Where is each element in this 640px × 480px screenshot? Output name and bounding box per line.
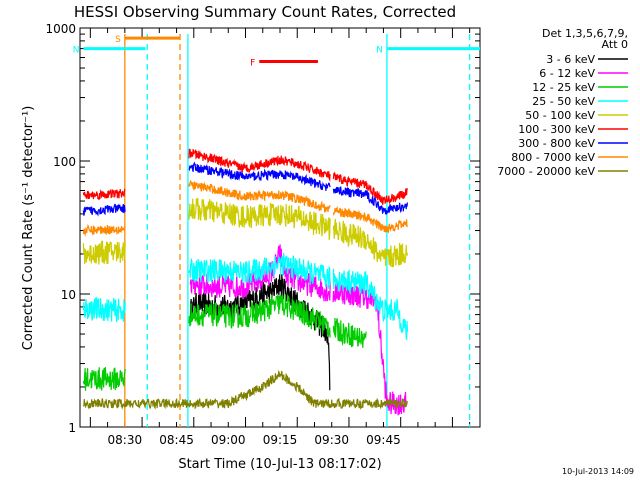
flag-label: S [115, 35, 121, 45]
series-line [188, 180, 331, 213]
legend-header: Att 0 [602, 38, 628, 51]
series-100-300-keV [82, 148, 408, 205]
legend-header: Det 1,3,5,6,7,9, [542, 27, 628, 40]
series-12-25-keV [82, 294, 367, 391]
legend-entry-label: 50 - 100 keV [525, 109, 595, 122]
series-line [82, 203, 126, 217]
series-line [188, 294, 331, 338]
legend-entry-label: 3 - 6 keV [546, 53, 595, 66]
series-line [82, 224, 126, 237]
y-tick-label: 1 [68, 421, 76, 435]
series-line [332, 280, 408, 416]
flag-label: N [73, 46, 80, 56]
timestamp: 10-Jul-2013 14:09 [562, 467, 634, 476]
x-tick-label: 09:45 [366, 433, 401, 447]
series-300-800-keV [82, 161, 408, 217]
y-tick-label: 100 [53, 155, 76, 169]
flag-label: N [376, 46, 383, 56]
series-line [332, 206, 408, 234]
flag-label: F [250, 58, 255, 68]
legend-entry-label: 800 - 7000 keV [511, 151, 595, 164]
mode-change-lines [124, 34, 471, 427]
series-line [332, 171, 408, 205]
series-line [82, 367, 126, 391]
series-50-100-keV [82, 198, 408, 268]
legend-entry-label: 12 - 25 keV [532, 81, 595, 94]
plot-frame [79, 27, 481, 428]
y-axis-label: Corrected Count Rate (s⁻¹ detector⁻¹) [21, 106, 36, 351]
plot-axes [79, 27, 481, 428]
series-25-50-keV [82, 252, 408, 340]
legend-entry-label: 6 - 12 keV [539, 67, 595, 80]
legend-entry-label: 25 - 50 keV [532, 95, 595, 108]
series-line [188, 252, 331, 289]
series-line [188, 148, 331, 182]
series-line [82, 296, 126, 323]
series-800-7000-keV [82, 180, 408, 237]
x-tick-label: 09:30 [314, 433, 349, 447]
series-line [82, 240, 126, 265]
chart-title: HESSI Observing Summary Count Rates, Cor… [74, 3, 456, 21]
legend-entry-label: 300 - 800 keV [518, 137, 595, 150]
series-line [189, 244, 331, 302]
series-line [332, 268, 408, 340]
series-line [332, 317, 367, 348]
x-axis-label: Start Time (10-Jul-13 08:17:02) [178, 457, 381, 472]
series-line [332, 218, 408, 268]
series-7000-20000-keV [82, 369, 408, 410]
y-tick-label: 10 [61, 288, 76, 302]
x-tick-label: 09:15 [263, 433, 298, 447]
x-tick-label: 08:45 [159, 433, 194, 447]
tick-labels: 1 10 100 1000 08:30 08:45 09:00 09:15 09:30 09:45 [45, 22, 400, 447]
x-tick-label: 09:00 [211, 433, 246, 447]
series-group [82, 148, 408, 416]
series-line [82, 369, 408, 410]
series-line [188, 161, 331, 191]
flag-bars: S N N F [73, 35, 480, 68]
legend-entry-label: 100 - 300 keV [518, 123, 595, 136]
x-tick-label: 08:30 [108, 433, 143, 447]
y-tick-label: 1000 [45, 22, 76, 36]
legend-entry-label: 7000 - 20000 keV [497, 165, 595, 178]
series-line [188, 198, 331, 240]
series-line [332, 186, 408, 216]
series-line [82, 188, 126, 201]
